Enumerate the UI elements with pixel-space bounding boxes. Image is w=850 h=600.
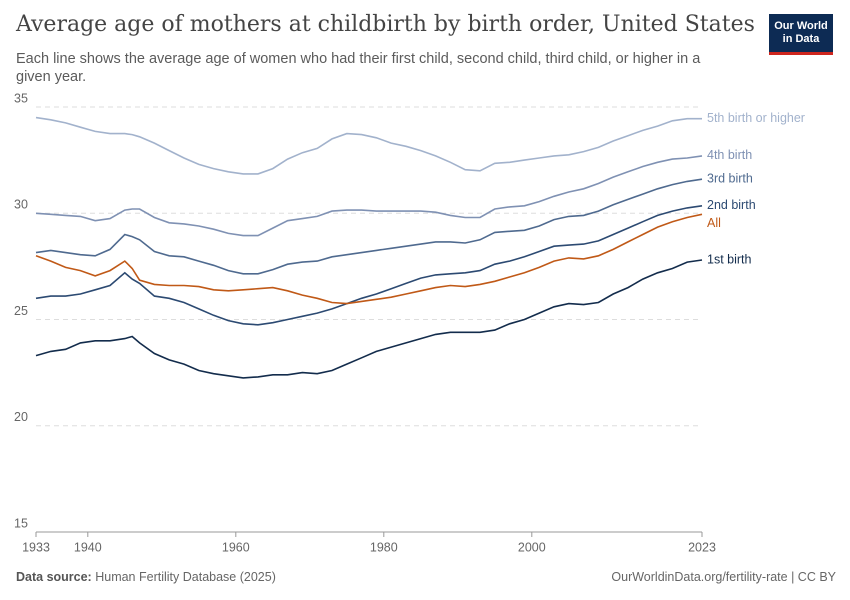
y-tick-label: 25 bbox=[14, 304, 28, 318]
series-label[interactable]: 4th birth bbox=[707, 148, 752, 162]
logo-text: in Data bbox=[782, 33, 820, 45]
series-line bbox=[35, 205, 703, 326]
series-label[interactable]: 5th birth or higher bbox=[707, 111, 805, 125]
source[interactable]: Human Fertility Database (2025) bbox=[95, 570, 276, 584]
y-tick-label: 15 bbox=[14, 516, 28, 530]
series-label[interactable]: All bbox=[707, 216, 721, 230]
x-tick-label: 1940 bbox=[74, 540, 102, 554]
logo-text: Our World bbox=[774, 20, 828, 32]
logo[interactable]: Our World in Data bbox=[769, 14, 833, 55]
chart-subtitle: Each line shows the average age of women… bbox=[16, 51, 701, 85]
series-line bbox=[35, 116, 702, 175]
source-label: Data source: bbox=[16, 570, 92, 584]
y-tick-label: 30 bbox=[14, 198, 28, 212]
footer-source: Data source: Human Fertility Database (2… bbox=[16, 570, 276, 584]
x-tick-label: 2023 bbox=[688, 540, 716, 554]
y-tick-label: 20 bbox=[14, 410, 28, 424]
series-line bbox=[35, 213, 703, 305]
series-label[interactable]: 3rd birth bbox=[707, 172, 753, 186]
chart-title: Average age of mothers at childbirth by … bbox=[16, 12, 755, 37]
x-tick-label: 2000 bbox=[518, 540, 546, 554]
series-line bbox=[35, 178, 703, 275]
series-label[interactable]: 1st birth bbox=[707, 252, 752, 266]
series-label[interactable]: 2nd birth bbox=[707, 198, 756, 212]
x-tick-label: 1960 bbox=[222, 540, 250, 554]
x-tick-label: 1980 bbox=[370, 540, 398, 554]
series-line bbox=[35, 155, 703, 237]
series-line bbox=[35, 259, 703, 379]
y-tick-label: 35 bbox=[14, 91, 28, 105]
footer-credit[interactable]: OurWorldinData.org/fertility-rate | CC B… bbox=[611, 570, 836, 584]
x-tick-label: 1933 bbox=[22, 540, 50, 554]
